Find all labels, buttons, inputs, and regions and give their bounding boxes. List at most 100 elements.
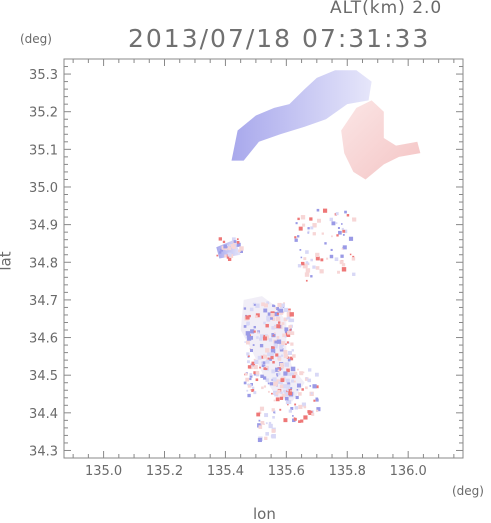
echo-pixel — [267, 312, 272, 316]
echo-pixel — [272, 377, 277, 382]
echo-pixel — [276, 389, 281, 394]
echo-pixel — [265, 348, 270, 353]
echo-pixel — [279, 362, 284, 367]
echo-pixel — [245, 336, 249, 339]
echo-pixel — [277, 321, 281, 324]
echo-pixel — [340, 254, 344, 258]
echo-pixel — [310, 258, 313, 262]
echo-pixel — [267, 357, 270, 360]
echo-pixel — [279, 347, 284, 352]
echo-pixel — [257, 331, 260, 334]
echo-pixel — [266, 301, 270, 305]
echo-pixel — [292, 415, 294, 417]
echo-pixel — [273, 390, 278, 395]
echo-pixel — [276, 307, 280, 311]
echo-pixel — [225, 248, 228, 251]
echo-pixel — [278, 379, 281, 382]
echo-pixel — [220, 248, 223, 252]
echo-pixel — [309, 385, 312, 387]
echo-pixel — [284, 335, 287, 338]
echo-pixel — [302, 223, 306, 227]
echo-pixel — [248, 355, 250, 357]
echo-pixel — [322, 208, 328, 213]
echo-pixel — [246, 389, 249, 392]
echo-pixel — [272, 334, 275, 337]
echo-pixel — [288, 372, 292, 376]
echo-pixel — [284, 396, 289, 401]
echo-pixel — [263, 385, 267, 388]
echo-pixel — [284, 362, 290, 367]
echo-pixel — [280, 368, 283, 370]
north-blue-cluster — [231, 70, 372, 161]
echo-pixel — [334, 257, 339, 262]
echo-regions — [216, 70, 421, 402]
echo-pixel — [275, 367, 280, 372]
echo-pixel — [337, 226, 340, 229]
echo-pixel — [273, 342, 278, 347]
echo-pixel — [259, 366, 261, 369]
echo-pixel — [285, 332, 291, 338]
echo-pixel — [265, 368, 268, 371]
echo-pixel — [352, 272, 356, 276]
echo-pixel — [280, 365, 285, 369]
echo-pixel — [263, 321, 266, 325]
echo-pixel — [251, 389, 255, 392]
echo-pixel — [300, 419, 304, 423]
echo-pixel — [303, 263, 308, 268]
echo-pixel — [281, 341, 286, 346]
echo-pixel — [276, 312, 279, 315]
echo-pixel — [267, 352, 271, 357]
echo-pixel — [249, 373, 253, 376]
echo-pixel — [246, 334, 250, 338]
echo-pixel — [307, 378, 312, 383]
echo-pixel — [251, 361, 256, 366]
echo-pixel — [342, 234, 345, 236]
echo-pixel — [277, 309, 280, 312]
x-tick-label: 135.4 — [207, 464, 244, 479]
echo-pixel — [274, 340, 278, 344]
echo-pixel — [270, 313, 275, 318]
echo-pixel — [287, 316, 291, 320]
echo-pixel — [266, 315, 271, 321]
echo-pixel — [255, 313, 260, 318]
echo-pixel — [300, 256, 303, 259]
echo-pixel — [298, 392, 302, 396]
echo-pixel — [287, 400, 292, 404]
echo-pixel — [254, 359, 259, 364]
echo-pixel — [265, 422, 268, 425]
echo-pixel — [285, 317, 289, 320]
echo-pixel — [307, 231, 310, 234]
echo-pixel — [263, 334, 266, 337]
echo-pixel — [259, 343, 264, 348]
echo-pixel — [283, 350, 288, 354]
echo-pixel — [276, 375, 279, 377]
echo-pixel — [288, 391, 293, 396]
x-tick-label: 135.0 — [85, 464, 122, 479]
echo-pixel — [263, 308, 268, 313]
echo-pixel — [298, 404, 303, 410]
echo-pixel — [271, 346, 275, 351]
echo-pixel — [248, 314, 251, 318]
echo-pixel — [293, 417, 296, 420]
north-red-cluster — [341, 100, 421, 180]
echo-pixel — [245, 331, 251, 336]
echo-pixel — [279, 396, 284, 400]
echo-pixel — [341, 248, 344, 250]
y-tick-label: 35.2 — [29, 106, 58, 121]
echo-pixel — [290, 406, 294, 410]
echo-pixel — [344, 210, 347, 214]
echo-pixel — [288, 325, 292, 329]
echo-pixel — [303, 257, 307, 261]
echo-pixel — [250, 382, 254, 386]
echo-pixel — [307, 230, 310, 233]
echo-pixel — [282, 311, 285, 314]
echo-pixel — [311, 412, 315, 416]
echo-pixel — [283, 307, 289, 313]
echo-pixel — [243, 307, 247, 310]
echo-pixel — [314, 372, 319, 377]
echo-pixel — [310, 226, 314, 230]
echo-pixel — [263, 364, 266, 366]
echo-pixel — [230, 244, 235, 248]
echo-pixel — [239, 249, 243, 254]
echo-pixel — [294, 238, 298, 242]
